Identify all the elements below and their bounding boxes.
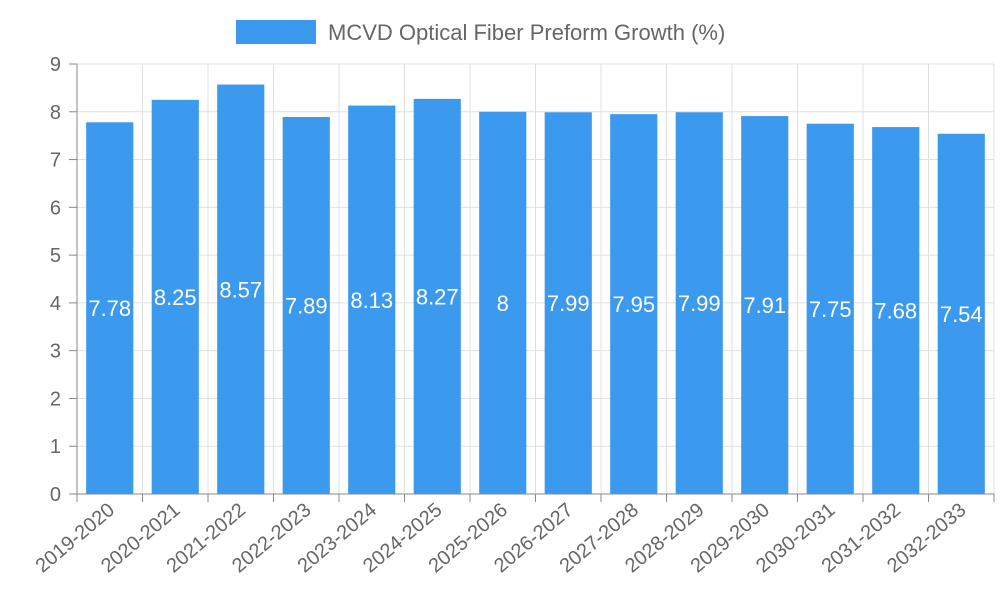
y-tick-label: 4 — [50, 293, 61, 315]
data-label: 8.27 — [416, 284, 459, 309]
y-tick-label: 7 — [50, 150, 61, 172]
data-label: 7.75 — [809, 297, 852, 322]
data-label: 7.99 — [547, 291, 590, 316]
data-label: 7.95 — [612, 292, 655, 317]
y-tick-label: 3 — [50, 341, 61, 363]
data-labels: 7.78 8.25 8.57 7.89 8.13 8.27 8 7.99 7.95 7.99 7.9… — [88, 277, 982, 327]
bar[interactable] — [872, 127, 920, 495]
grid — [77, 63, 995, 495]
y-tick-label: 2 — [50, 388, 61, 410]
bar[interactable] — [282, 117, 330, 495]
bar[interactable] — [806, 123, 854, 494]
legend-swatch — [236, 20, 316, 44]
legend[interactable]: MCVD Optical Fiber Preform Growth (%) — [236, 20, 725, 45]
data-label: 7.91 — [743, 293, 786, 318]
x-axis-ticks: 2019-20202020-20212021-20222022-20232023… — [32, 494, 995, 577]
data-label: 7.99 — [678, 291, 721, 316]
bars — [86, 84, 985, 495]
y-tick-label: 0 — [50, 484, 61, 506]
data-label: 7.89 — [285, 294, 328, 319]
bar[interactable] — [151, 99, 199, 494]
data-label: 7.54 — [940, 302, 983, 327]
y-axis-ticks: 0 1 2 3 4 5 6 7 8 9 — [50, 54, 77, 506]
y-tick-label: 1 — [50, 436, 61, 458]
bar[interactable] — [675, 112, 723, 494]
bar[interactable] — [217, 84, 265, 495]
bar[interactable] — [741, 116, 789, 495]
legend-label: MCVD Optical Fiber Preform Growth (%) — [328, 20, 725, 45]
y-tick-label: 6 — [50, 197, 61, 219]
data-label: 8 — [497, 291, 509, 316]
bar[interactable] — [610, 114, 658, 495]
bar[interactable] — [479, 111, 527, 495]
bar[interactable] — [937, 133, 985, 494]
y-tick-label: 8 — [50, 102, 61, 124]
bar[interactable] — [348, 105, 396, 495]
data-label: 7.68 — [874, 299, 917, 324]
y-tick-label: 5 — [50, 245, 61, 267]
bar[interactable] — [413, 98, 461, 494]
bar[interactable] — [544, 112, 592, 494]
y-tick-label: 9 — [50, 54, 61, 76]
data-label: 7.78 — [88, 296, 131, 321]
data-label: 8.13 — [350, 288, 393, 313]
data-label: 8.57 — [219, 277, 262, 302]
bar[interactable] — [86, 122, 134, 495]
data-label: 8.25 — [154, 285, 197, 310]
